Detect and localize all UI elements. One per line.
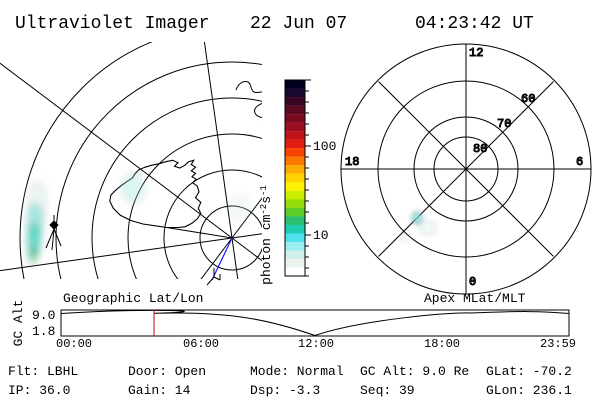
- svg-text:00:00: 00:00: [56, 337, 92, 351]
- svg-text:Gain: 14: Gain: 14: [128, 383, 191, 398]
- svg-text:Geographic Lat/Lon: Geographic Lat/Lon: [63, 291, 203, 306]
- svg-text:GC Alt: GC Alt: [11, 300, 26, 347]
- svg-text:Mode: Normal: Mode: Normal: [250, 364, 344, 379]
- svg-text:60: 60: [521, 92, 535, 106]
- svg-text:18: 18: [345, 155, 359, 169]
- svg-text:GC Alt: 9.0 Re: GC Alt: 9.0 Re: [360, 364, 469, 379]
- svg-text:Flt: LBHL: Flt: LBHL: [8, 364, 78, 379]
- svg-text:Ultraviolet Imager: Ultraviolet Imager: [15, 14, 209, 34]
- svg-text:70: 70: [497, 117, 511, 131]
- svg-text:22 Jun 07: 22 Jun 07: [250, 14, 347, 34]
- svg-text:04:23:42 UT: 04:23:42 UT: [415, 14, 534, 34]
- svg-text:80: 80: [473, 142, 487, 156]
- svg-text:GLon: 236.1: GLon: 236.1: [486, 383, 572, 398]
- svg-text:Dsp: -3.3: Dsp: -3.3: [250, 383, 320, 398]
- svg-text:100: 100: [313, 139, 336, 154]
- svg-text:12:00: 12:00: [298, 337, 334, 351]
- svg-text:10: 10: [313, 228, 329, 243]
- svg-text:Seq: 39: Seq: 39: [360, 383, 415, 398]
- svg-text:IP: 36.0: IP: 36.0: [8, 383, 70, 398]
- svg-text:1.8: 1.8: [32, 324, 55, 339]
- svg-text:12: 12: [469, 46, 483, 60]
- svg-text:9.0: 9.0: [32, 308, 55, 323]
- svg-text:6: 6: [576, 155, 583, 169]
- svg-text:GLat: -70.2: GLat: -70.2: [486, 364, 572, 379]
- svg-text:photon cm-2s-1: photon cm-2s-1: [259, 185, 274, 285]
- svg-text:Door: Open: Door: Open: [128, 364, 206, 379]
- svg-text:0: 0: [469, 275, 476, 289]
- svg-text:18:00: 18:00: [424, 337, 460, 351]
- svg-text:06:00: 06:00: [183, 337, 219, 351]
- svg-text:23:59: 23:59: [540, 337, 576, 351]
